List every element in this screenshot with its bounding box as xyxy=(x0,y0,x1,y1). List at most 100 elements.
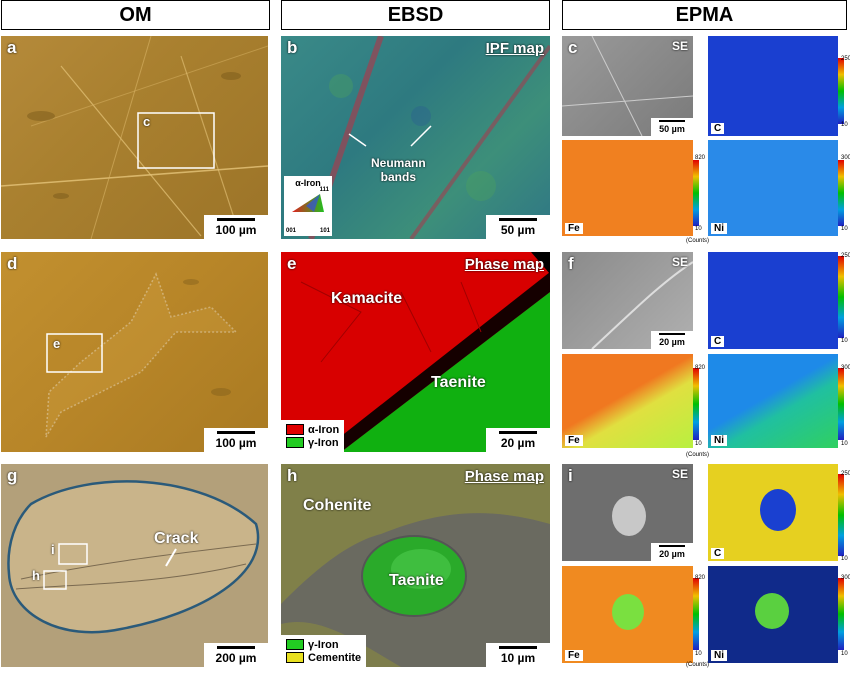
epma-f-se-boundary xyxy=(591,261,693,349)
om-a-scratches xyxy=(1,36,268,239)
epma-i-c-min: 10 xyxy=(841,556,848,562)
epma-header: EPMA xyxy=(562,0,847,30)
epma-i-ni-elem: Ni xyxy=(711,650,727,661)
neumann-arrow-1 xyxy=(348,133,367,147)
pole-111: 111 xyxy=(319,187,329,193)
panel-label-b: b xyxy=(287,38,298,57)
epma-c-map-c: C xyxy=(708,36,838,136)
epma-i-fe-min: 10 xyxy=(695,651,702,657)
ebsd-e-title: Phase map xyxy=(464,256,544,273)
epma-c-c-max: 250 xyxy=(841,56,850,62)
epma-i-c-max: 250 xyxy=(841,471,850,477)
legend-swatch-gamma-h xyxy=(286,639,304,650)
epma-i-se-particle xyxy=(612,496,646,536)
epma-f-map-ni: Ni xyxy=(708,354,838,448)
om-panel-g: g i h Crack 200 µm xyxy=(1,464,268,667)
ebsd-b-neumann-label: Neumann bands xyxy=(371,156,426,184)
epma-f-c-min: 10 xyxy=(841,338,848,344)
epma-c-fe-max: 820 xyxy=(695,155,706,161)
ebsd-e-phases xyxy=(300,252,550,452)
epma-i-ni-max: 300 xyxy=(841,575,850,581)
ebsd-b-scale-bar: 50 µm xyxy=(486,215,550,239)
epma-c-ni-max: 300 xyxy=(841,155,850,161)
epma-i-map-ni: Ni xyxy=(708,566,838,663)
panel-label-f: f xyxy=(568,254,574,273)
epma-i-fe-max: 820 xyxy=(695,575,706,581)
epma-i-map-fe: Fe xyxy=(562,566,693,663)
pole-001: 001 xyxy=(286,228,297,234)
om-a-scale-bar: 100 µm xyxy=(204,215,268,239)
panel-label-e: e xyxy=(287,254,297,273)
epma-f-map-fe: Fe xyxy=(562,354,693,448)
ipf-legend: α-Iron 111 001 101 xyxy=(284,176,332,236)
epma-c-c-colorbar xyxy=(838,58,844,124)
epma-i-fe-particle xyxy=(612,594,644,630)
epma-c-fe-colorbar xyxy=(693,160,699,226)
epma-i-counts: (Counts) xyxy=(686,662,710,668)
om-g-roi-h xyxy=(43,570,67,590)
epma-f-c-elem: C xyxy=(711,336,725,347)
om-g-scale-bar: 200 µm xyxy=(204,643,268,667)
legend-swatch-cementite xyxy=(286,652,304,663)
om-d-outline xyxy=(45,272,238,438)
legend-cementite: Cementite xyxy=(308,651,362,664)
epma-f-se: f SE 20 µm xyxy=(562,252,693,349)
epma-f-ni-colorbar xyxy=(838,368,844,440)
epma-i-c-elem: C xyxy=(711,548,725,559)
epma-f-ni-elem: Ni xyxy=(711,435,727,446)
epma-i-se-tag: SE xyxy=(671,467,688,481)
om-g-crack-label: Crack xyxy=(154,530,199,547)
om-panel-a: a c 100 µm xyxy=(1,36,268,239)
epma-i-se: i SE 20 µm xyxy=(562,464,693,561)
epma-f-ni-min: 10 xyxy=(841,441,848,447)
ebsd-h-legend: γ-Iron Cementite xyxy=(281,635,367,667)
epma-f-scale-bar: 20 µm xyxy=(651,331,693,349)
epma-f-fe-max: 820 xyxy=(695,365,706,371)
ebsd-b-title: IPF map xyxy=(485,40,544,57)
epma-c-map-fe: Fe xyxy=(562,140,693,236)
legend-gamma-iron-h: γ-Iron xyxy=(308,638,339,651)
panel-label-d: d xyxy=(7,254,18,273)
epma-f-counts: (Counts) xyxy=(686,452,710,458)
om-header: OM xyxy=(1,0,270,30)
epma-i-fe-elem: Fe xyxy=(565,650,583,661)
panel-label-c: c xyxy=(568,38,578,57)
epma-c-c-min: 10 xyxy=(841,122,848,128)
pole-101: 101 xyxy=(319,228,330,234)
epma-c-map-ni: Ni xyxy=(708,140,838,236)
epma-i-ni-colorbar xyxy=(838,578,844,650)
epma-f-c-colorbar xyxy=(838,256,844,338)
epma-c-se-tag: SE xyxy=(671,39,688,53)
om-d-roi-label: e xyxy=(53,336,61,351)
epma-i-ni-min: 10 xyxy=(841,651,848,657)
epma-i-ni-particle xyxy=(755,593,789,629)
om-d-scale-bar: 100 µm xyxy=(204,428,268,452)
epma-i-fe-colorbar xyxy=(693,578,699,650)
ebsd-b-bands xyxy=(308,36,550,239)
om-g-roi-label-h: h xyxy=(32,568,40,583)
epma-f-fe-min: 10 xyxy=(695,441,702,447)
ebsd-panel-h: h Phase map Cohenite Taenite γ-Iron Ceme… xyxy=(281,464,550,667)
legend-swatch-alpha xyxy=(286,424,304,435)
epma-c-scale-bar: 50 µm xyxy=(651,118,693,136)
epma-f-map-c: C xyxy=(708,252,838,349)
epma-i-map-c: C xyxy=(708,464,838,561)
ipf-triangle xyxy=(292,194,324,212)
ebsd-h-scale-bar: 10 µm xyxy=(486,643,550,667)
epma-i-c-colorbar xyxy=(838,474,844,556)
epma-c-fe-elem: Fe xyxy=(565,223,583,234)
om-a-roi-label: c xyxy=(143,114,151,129)
epma-f-ni-max: 300 xyxy=(841,365,850,371)
epma-c-c-elem: C xyxy=(711,123,725,134)
epma-c-se: c SE 50 µm xyxy=(562,36,693,136)
ebsd-e-scale-bar: 20 µm xyxy=(486,428,550,452)
epma-c-counts: (Counts) xyxy=(686,238,710,244)
om-g-grain xyxy=(7,480,260,634)
om-panel-d: d e 100 µm xyxy=(1,252,268,452)
legend-swatch-gamma xyxy=(286,437,304,448)
epma-f-fe-elem: Fe xyxy=(565,435,583,446)
legend-gamma-iron: γ-Iron xyxy=(308,436,339,449)
epma-i-c-particle xyxy=(760,489,796,531)
panel-label-h: h xyxy=(287,466,298,485)
panel-label-i: i xyxy=(568,466,573,485)
